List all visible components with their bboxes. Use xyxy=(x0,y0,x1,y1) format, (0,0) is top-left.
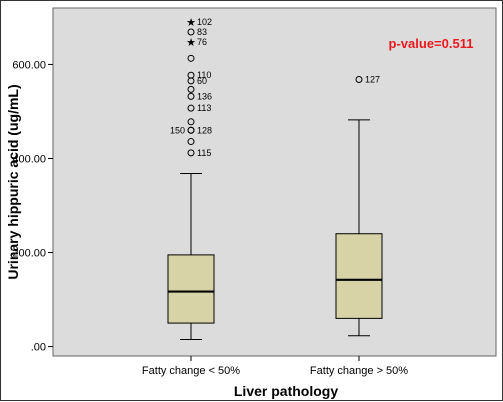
outlier-point xyxy=(187,104,195,112)
outlier-label: 60 xyxy=(197,76,207,86)
y-tick-label: 200.00 xyxy=(12,248,46,260)
iqr-box xyxy=(167,254,215,324)
x-axis: Fatty change < 50% Fatty change > 50% xyxy=(142,356,408,377)
outlier-label: 150 xyxy=(170,125,185,135)
iqr-box xyxy=(335,233,383,319)
outlier-label: 76 xyxy=(197,37,207,47)
y-tick-label: .00 xyxy=(31,342,46,354)
y-axis: .00 200.00 400.00 600.00 xyxy=(12,59,53,354)
outlier-point xyxy=(355,75,363,83)
outlier-point xyxy=(187,138,195,146)
outlier-point xyxy=(187,77,195,85)
outlier-point xyxy=(187,28,195,36)
y-axis-label: Urinary hippuric acid (ug/mL) xyxy=(5,84,21,279)
x-tick-label: Fatty change < 50% xyxy=(142,365,240,377)
outlier-label: 113 xyxy=(197,103,211,113)
outlier-label: 136 xyxy=(197,91,212,101)
outlier-label: 128 xyxy=(197,125,212,135)
y-tick-label: 600.00 xyxy=(12,59,46,71)
outlier-point xyxy=(187,126,195,134)
p-value-annotation: p-value=0.511 xyxy=(389,36,474,51)
outlier-point xyxy=(187,92,195,100)
outlier-label: 127 xyxy=(365,74,380,84)
x-axis-label: Liver pathology xyxy=(234,383,338,399)
y-tick-label: 400.00 xyxy=(12,153,46,165)
outlier-point xyxy=(187,149,195,157)
outlier-point xyxy=(187,54,195,62)
outlier-star: ★ xyxy=(186,17,196,29)
box-group: 127 xyxy=(335,74,383,337)
plot-area xyxy=(52,7,497,357)
outlier-label: 102 xyxy=(197,17,212,27)
outlier-point xyxy=(187,85,195,93)
outlier-label: 115 xyxy=(197,148,211,158)
outlier-label: 83 xyxy=(197,27,207,37)
x-tick-label: Fatty change > 50% xyxy=(310,365,408,377)
outlier-star: ★ xyxy=(186,37,196,49)
outlier-point xyxy=(187,118,195,126)
outlier-label: 110 xyxy=(197,70,211,80)
